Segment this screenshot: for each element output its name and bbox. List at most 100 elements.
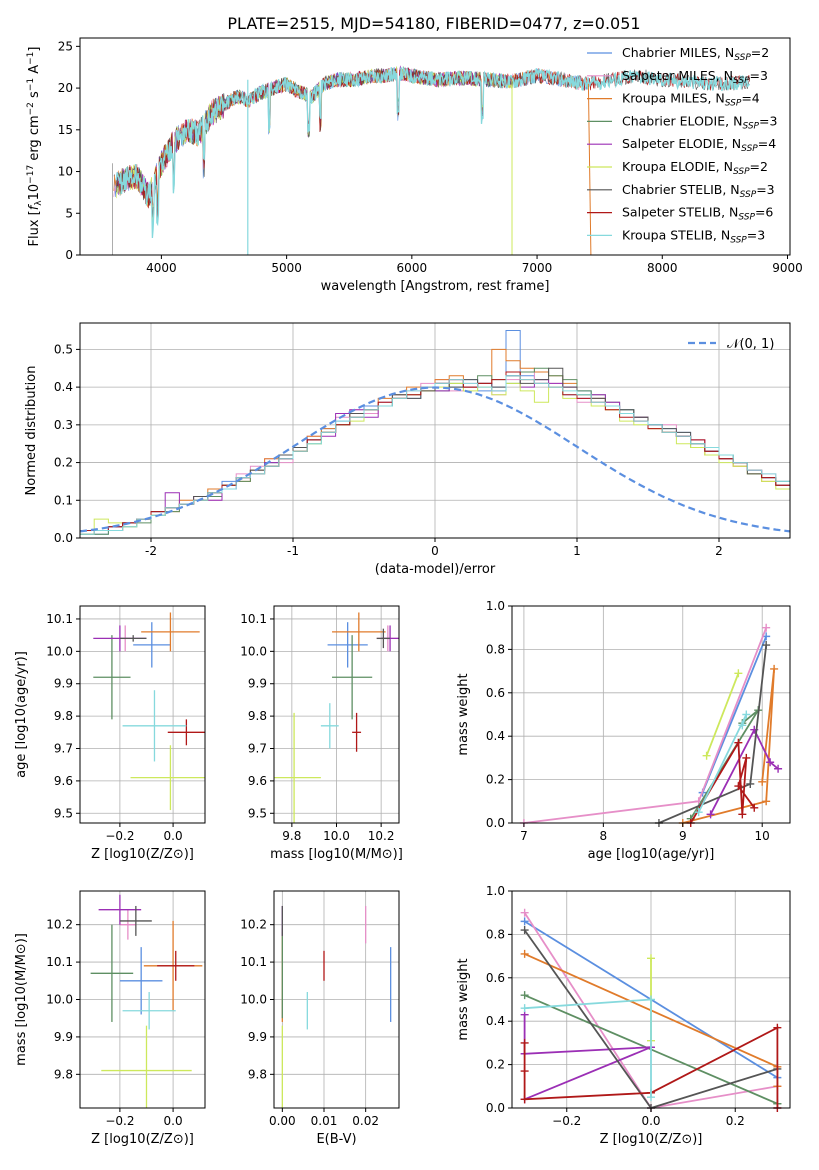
spectrum-line-kroupa-stelib <box>115 66 751 239</box>
histogram-kroupa-miles <box>80 348 790 535</box>
mass-weight-marker <box>520 1004 529 1013</box>
y-tick-label: 10.0 <box>240 993 267 1007</box>
figure-title: PLATE=2515, MJD=54180, FIBERID=0477, z=0… <box>227 14 640 33</box>
y-tick-label: 0.2 <box>486 773 505 787</box>
mass-weight-marker <box>766 758 775 767</box>
y-tick-label: 9.8 <box>54 1067 73 1081</box>
legend-label: 𝒩(0, 1) <box>727 337 774 352</box>
mass-weight-marker <box>706 810 715 819</box>
x-axis-label: (data-model)/error <box>375 562 496 577</box>
x-tick-label: 0.0 <box>164 829 183 843</box>
mass-weight-vs-z-panel: −0.2 0.0 0.2 0.0 0.2 0.4 0.6 0.8 1.0 Z [log10(Z/Z… <box>456 884 791 1147</box>
y-tick-label: 10.2 <box>240 918 267 932</box>
legend-label: Kroupa STELIB, NSSP=3 <box>622 227 765 245</box>
age-vs-z-panel: −0.2 0.0 9.5 9.6 9.7 9.8 9.9 10.0 10.1 Z [log10(Z… <box>14 605 206 862</box>
y-tick-label: 10.1 <box>240 612 267 626</box>
y-tick-label: 10 <box>58 165 73 179</box>
y-tick-label: 0.1 <box>54 493 73 507</box>
mass-weight-marker <box>647 954 655 963</box>
axes-frame <box>79 605 206 824</box>
spectrum-line-chabrier-miles <box>113 67 588 219</box>
mass-weight-marker <box>520 991 529 1000</box>
y-tick-label: 10.0 <box>240 644 267 658</box>
mass-weight-marker <box>520 1095 529 1104</box>
x-tick-label: 7 <box>520 829 528 843</box>
y-tick-label: 10.1 <box>240 955 267 969</box>
mass-weight-marker <box>647 995 655 1004</box>
y-tick-label: 1.0 <box>486 599 505 613</box>
y-axis-label: age [log10(age/yr)] <box>14 651 29 778</box>
x-tick-label: 9 <box>679 829 687 843</box>
y-tick-label: 9.7 <box>248 742 267 756</box>
legend-label: Salpeter ELODIE, NSSP=4 <box>622 136 776 154</box>
mass-weight-marker <box>520 908 529 917</box>
y-tick-label: 9.9 <box>54 1030 73 1044</box>
mass-weight-marker <box>734 782 743 791</box>
mass-weight-marker <box>734 738 743 747</box>
legend-label: Chabrier ELODIE, NSSP=3 <box>622 113 777 131</box>
legend-sub: SSP <box>733 167 750 177</box>
x-tick-label: 10.0 <box>323 829 350 843</box>
y-tick-label: 9.9 <box>248 1030 267 1044</box>
y-tick-label: 9.8 <box>248 709 267 723</box>
legend-sub: SSP <box>738 213 755 223</box>
legend-tail: =3 <box>747 227 765 242</box>
mass-weight-marker <box>520 917 529 926</box>
spectrum-line-chabrier-elodie <box>116 66 512 227</box>
x-tick-label: 0.00 <box>269 1114 296 1128</box>
mass-weight-marker <box>750 803 759 812</box>
legend-sub: SSP <box>742 121 759 131</box>
mass-weight-line-salpeter-elodie <box>709 727 779 815</box>
y-tick-label: 0.5 <box>54 342 73 356</box>
x-axis-label: Z [log10(Z/Z⊙)] <box>91 1132 194 1147</box>
y-tick-label: 20 <box>58 81 73 95</box>
y-tick-label: 0.3 <box>54 418 73 432</box>
mass-weight-marker <box>520 926 529 935</box>
y-tick-label: 0.8 <box>486 927 505 941</box>
age-vs-mass-panel: 9.8 10.0 10.2 9.5 9.6 9.7 9.8 9.9 10.0 10.1 mass [… <box>240 605 403 862</box>
x-axis-label: mass [log10(M/M⊙)] <box>270 847 403 862</box>
y-axis-label: mass [log10(M/M⊙)] <box>14 933 29 1066</box>
legend-tail: =3 <box>759 113 777 128</box>
legend-tail: =4 <box>758 136 776 151</box>
legend-label: Salpeter MILES, NSSP=3 <box>622 68 768 86</box>
x-tick-label: 0.0 <box>641 1114 660 1128</box>
x-tick-label: 8 <box>600 829 608 843</box>
histogram-salpeter-miles <box>80 371 790 531</box>
y-tick-label: 0.4 <box>54 380 73 394</box>
mass-weight-marker <box>738 721 747 730</box>
legend-tail: =2 <box>750 159 768 174</box>
mass-weight-marker <box>762 623 771 632</box>
legend-sub: SSP <box>725 99 742 109</box>
y-tick-label: 10.0 <box>46 993 73 1007</box>
x-tick-label: 0.01 <box>311 1114 338 1128</box>
x-tick-label: 0.2 <box>726 1114 745 1128</box>
x-axis-label: age [log10(age/yr)] <box>588 847 715 862</box>
y-tick-label: 9.6 <box>54 774 73 788</box>
x-tick-label: -1 <box>287 544 299 558</box>
x-tick-label: 4000 <box>146 261 177 275</box>
y-tick-label: 10.1 <box>46 955 73 969</box>
histogram-kroupa-elodie <box>80 382 790 531</box>
mass-weight-line-salpeter-elodie <box>523 1014 652 1101</box>
y-tick-label: 9.6 <box>248 774 267 788</box>
y-tick-label: 0.0 <box>486 816 505 830</box>
mass-weight-line-kroupa-miles <box>682 668 775 823</box>
y-tick-label: 9.5 <box>54 806 73 820</box>
y-tick-label: 0.0 <box>486 1101 505 1115</box>
x-tick-label: 0.0 <box>164 1114 183 1128</box>
y-axis-label: mass weight <box>456 673 471 755</box>
x-tick-label: 0.02 <box>352 1114 379 1128</box>
y-axis-label: Flux [fλ10−17 erg cm−2 s−1 A−1] <box>26 47 44 247</box>
spectrum-glitch <box>587 83 592 255</box>
x-axis-label: Z [log10(Z/Z⊙)] <box>91 847 194 862</box>
spectrum-panel: 4000 5000 6000 7000 8000 9000 0 5 10 15 20 25 wavele… <box>26 37 803 294</box>
y-tick-label: 10.2 <box>46 918 73 932</box>
mass-weight-marker <box>520 949 529 958</box>
legend-sub: SSP <box>741 144 758 154</box>
y-tick-label: 9.8 <box>248 1067 267 1081</box>
y-tick-label: 0.8 <box>486 642 505 656</box>
axes-frame <box>511 605 791 824</box>
x-tick-label: 1 <box>573 544 581 558</box>
